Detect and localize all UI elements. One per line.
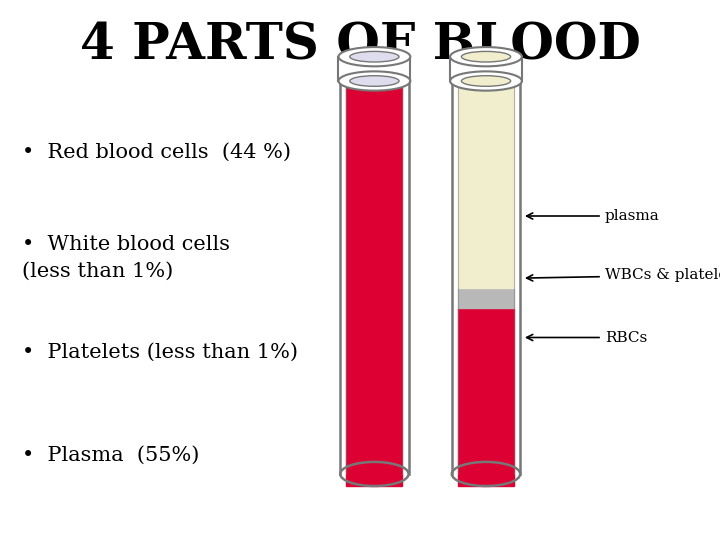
Ellipse shape xyxy=(462,76,510,86)
Text: WBCs & platelets: WBCs & platelets xyxy=(526,268,720,282)
Ellipse shape xyxy=(462,51,510,62)
Ellipse shape xyxy=(450,71,522,91)
Text: •  Plasma  (55%): • Plasma (55%) xyxy=(22,446,199,464)
Text: •  Platelets (less than 1%): • Platelets (less than 1%) xyxy=(22,343,297,362)
Bar xyxy=(458,308,514,486)
Text: •  Red blood cells  (44 %): • Red blood cells (44 %) xyxy=(22,143,291,162)
Text: •  White blood cells
(less than 1%): • White blood cells (less than 1%) xyxy=(22,235,230,280)
Ellipse shape xyxy=(338,71,410,91)
Text: 4 PARTS OF BLOOD: 4 PARTS OF BLOOD xyxy=(80,22,640,71)
Ellipse shape xyxy=(450,47,522,66)
Bar xyxy=(346,81,402,486)
Ellipse shape xyxy=(338,47,410,66)
Bar xyxy=(458,287,514,308)
Ellipse shape xyxy=(350,51,399,62)
Ellipse shape xyxy=(346,462,402,486)
Text: plasma: plasma xyxy=(526,209,660,223)
Bar xyxy=(458,81,514,287)
Ellipse shape xyxy=(350,76,399,86)
Text: RBCs: RBCs xyxy=(526,330,647,345)
Ellipse shape xyxy=(458,462,514,486)
